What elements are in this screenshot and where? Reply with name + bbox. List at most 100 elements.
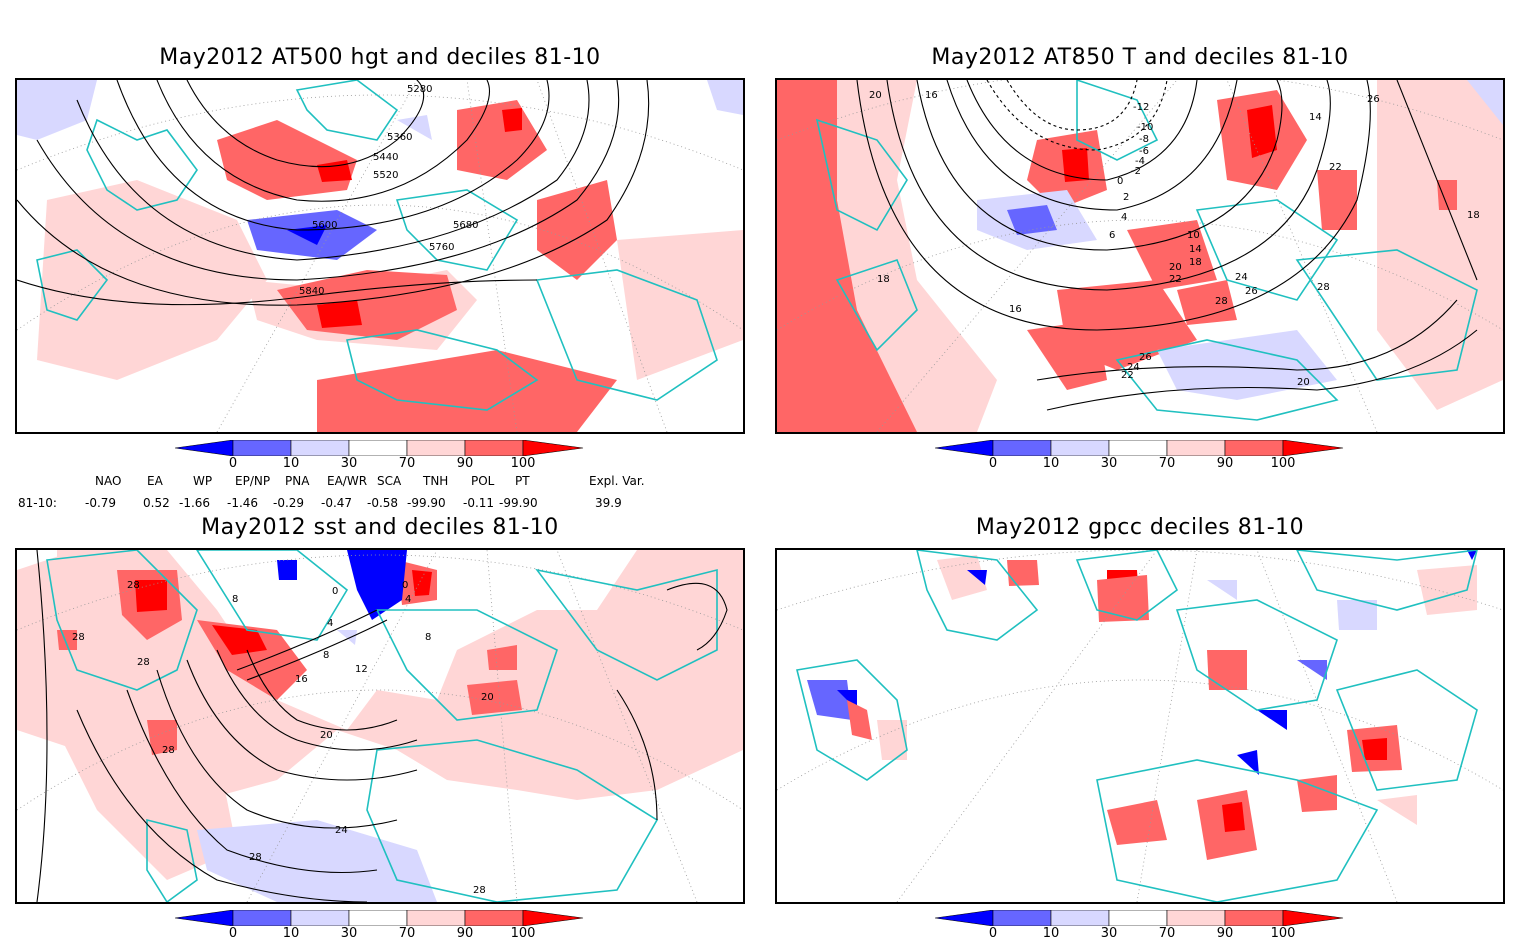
index-value: 0.52 <box>143 496 170 510</box>
colorbar-sst: 0 10 30 70 90 100 <box>174 909 595 950</box>
index-row-label: 81-10: <box>18 496 57 510</box>
contour-label: 6 <box>1109 230 1115 241</box>
contour-label: 20 <box>481 692 494 703</box>
contour-label: 16 <box>925 90 938 101</box>
panel-title-at850: May2012 AT850 T and deciles 81-10 <box>931 45 1349 70</box>
contour-label: 5840 <box>299 286 324 297</box>
index-header: Expl. Var. <box>589 474 645 488</box>
contour-label: 28 <box>162 745 175 756</box>
contour-label: 22 <box>1169 274 1182 285</box>
map-sst: 28 28 28 28 8 0 4 8 12 16 20 24 28 28 20… <box>15 548 745 904</box>
contour-label: 28 <box>72 632 85 643</box>
contour-label: -12 <box>1133 102 1149 113</box>
colorbar-gpcc: 0 10 30 70 90 100 <box>934 909 1355 950</box>
contour-label: 4 <box>405 594 411 605</box>
colorbar-tick: 10 <box>1042 926 1060 941</box>
panel-title-sst: May2012 sst and deciles 81-10 <box>201 515 559 540</box>
index-header: WP <box>193 474 213 488</box>
contour-label: 16 <box>295 674 308 685</box>
map-at850: 20 16 -12 -10 -8 -6 -4 -2 0 2 4 6 10 14 … <box>775 78 1505 434</box>
contour-label: 5520 <box>373 170 398 181</box>
colorbar-tick: 30 <box>1100 926 1118 941</box>
contour-label: 0 <box>332 586 338 597</box>
colorbar-tick: 0 <box>228 456 238 471</box>
contour-label: 0 <box>1117 176 1123 187</box>
sst-contour-labels: 28 28 28 28 8 0 4 8 12 16 20 24 28 28 20… <box>72 580 494 896</box>
contour-label: 24 <box>1127 362 1140 373</box>
colorbar-tick: 10 <box>282 926 300 941</box>
map-at500: 5280 5360 5440 5520 5600 5680 5760 5840 <box>15 78 745 434</box>
contour-label: 26 <box>1245 286 1258 297</box>
index-value: -1.46 <box>227 496 259 510</box>
colorbar-at850: 0 10 30 70 90 100 <box>934 439 1355 480</box>
contour-label: 28 <box>249 852 262 863</box>
colorbar-tick: 100 <box>1270 926 1296 941</box>
panel-title-gpcc: May2012 gpcc deciles 81-10 <box>975 515 1305 540</box>
colorbar-tick: 0 <box>988 456 998 471</box>
contour-label: 18 <box>877 274 890 285</box>
contour-label: 16 <box>1009 304 1022 315</box>
contour-label: 8 <box>232 594 238 605</box>
contour-label: 10 <box>1187 230 1200 241</box>
colorbar-tick: 100 <box>510 926 536 941</box>
colorbar-tick: 90 <box>456 456 474 471</box>
at850-contour-labels: 20 16 -12 -10 -8 -6 -4 -2 0 2 4 6 10 14 … <box>869 90 1480 388</box>
contour-label: 5600 <box>312 220 337 231</box>
contour-label: 20 <box>869 90 882 101</box>
contour-label: 26 <box>1367 94 1380 105</box>
contour-label: 24 <box>1235 272 1248 283</box>
contour-label: 5440 <box>373 152 398 163</box>
contour-label: 5360 <box>387 132 412 143</box>
colorbar-tick: 90 <box>1216 926 1234 941</box>
index-value: 39.9 <box>595 496 622 510</box>
index-value: -0.11 <box>463 496 495 510</box>
index-header: EA/WR <box>327 474 368 488</box>
contour-label: 26 <box>1139 352 1152 363</box>
colorbar-tick: 30 <box>340 456 358 471</box>
contour-label: 28 <box>127 580 140 591</box>
contour-label: 12 <box>355 664 368 675</box>
index-header: PT <box>515 474 530 488</box>
colorbar-tick: 70 <box>398 456 416 471</box>
contour-label: 22 <box>1121 370 1134 381</box>
contour-label: -2 <box>1131 166 1141 177</box>
contour-label: 5760 <box>429 242 454 253</box>
index-header: TNH <box>423 474 449 488</box>
contour-label: 8 <box>425 632 431 643</box>
contour-label: -6 <box>1139 146 1149 157</box>
contour-label: 20 <box>1169 262 1182 273</box>
contour-label: 20 <box>1297 377 1310 388</box>
colorbar-tick: 100 <box>1270 456 1296 471</box>
contour-label: 14 <box>1189 244 1202 255</box>
contour-label: 0 <box>402 580 408 591</box>
contour-label: 5680 <box>453 220 478 231</box>
contour-label: 28 <box>137 657 150 668</box>
colorbar-at500: 0 10 30 70 90 100 <box>174 439 595 480</box>
colorbar-tick: 100 <box>510 456 536 471</box>
contour-label: 4 <box>327 618 333 629</box>
colorbar-tick: 30 <box>1100 456 1118 471</box>
contour-label: 24 <box>335 825 348 836</box>
index-header: SCA <box>377 474 402 488</box>
contour-label: 22 <box>1329 162 1342 173</box>
contour-label: 18 <box>1189 257 1202 268</box>
index-value: -0.79 <box>85 496 117 510</box>
contour-label: -4 <box>1135 156 1145 167</box>
index-header: EA <box>147 474 163 488</box>
colorbar-tick: 90 <box>456 926 474 941</box>
index-value: -99.90 <box>407 496 446 510</box>
colorbar-tick: 70 <box>398 926 416 941</box>
colorbar-tick: 90 <box>1216 456 1234 471</box>
contour-label: 8 <box>323 650 329 661</box>
contour-label: 28 <box>1317 282 1330 293</box>
at500-contour-labels: 5280 5360 5440 5520 5600 5680 5760 5840 <box>299 84 478 297</box>
contour-label: 20 <box>320 730 333 741</box>
index-value: -0.29 <box>273 496 305 510</box>
index-value: -0.58 <box>367 496 399 510</box>
colorbar-tick: 70 <box>1158 926 1176 941</box>
contour-label: 28 <box>473 885 486 896</box>
contour-label: 28 <box>1215 296 1228 307</box>
index-value: -99.90 <box>499 496 538 510</box>
map-gpcc <box>775 548 1505 904</box>
index-value: -1.66 <box>179 496 211 510</box>
